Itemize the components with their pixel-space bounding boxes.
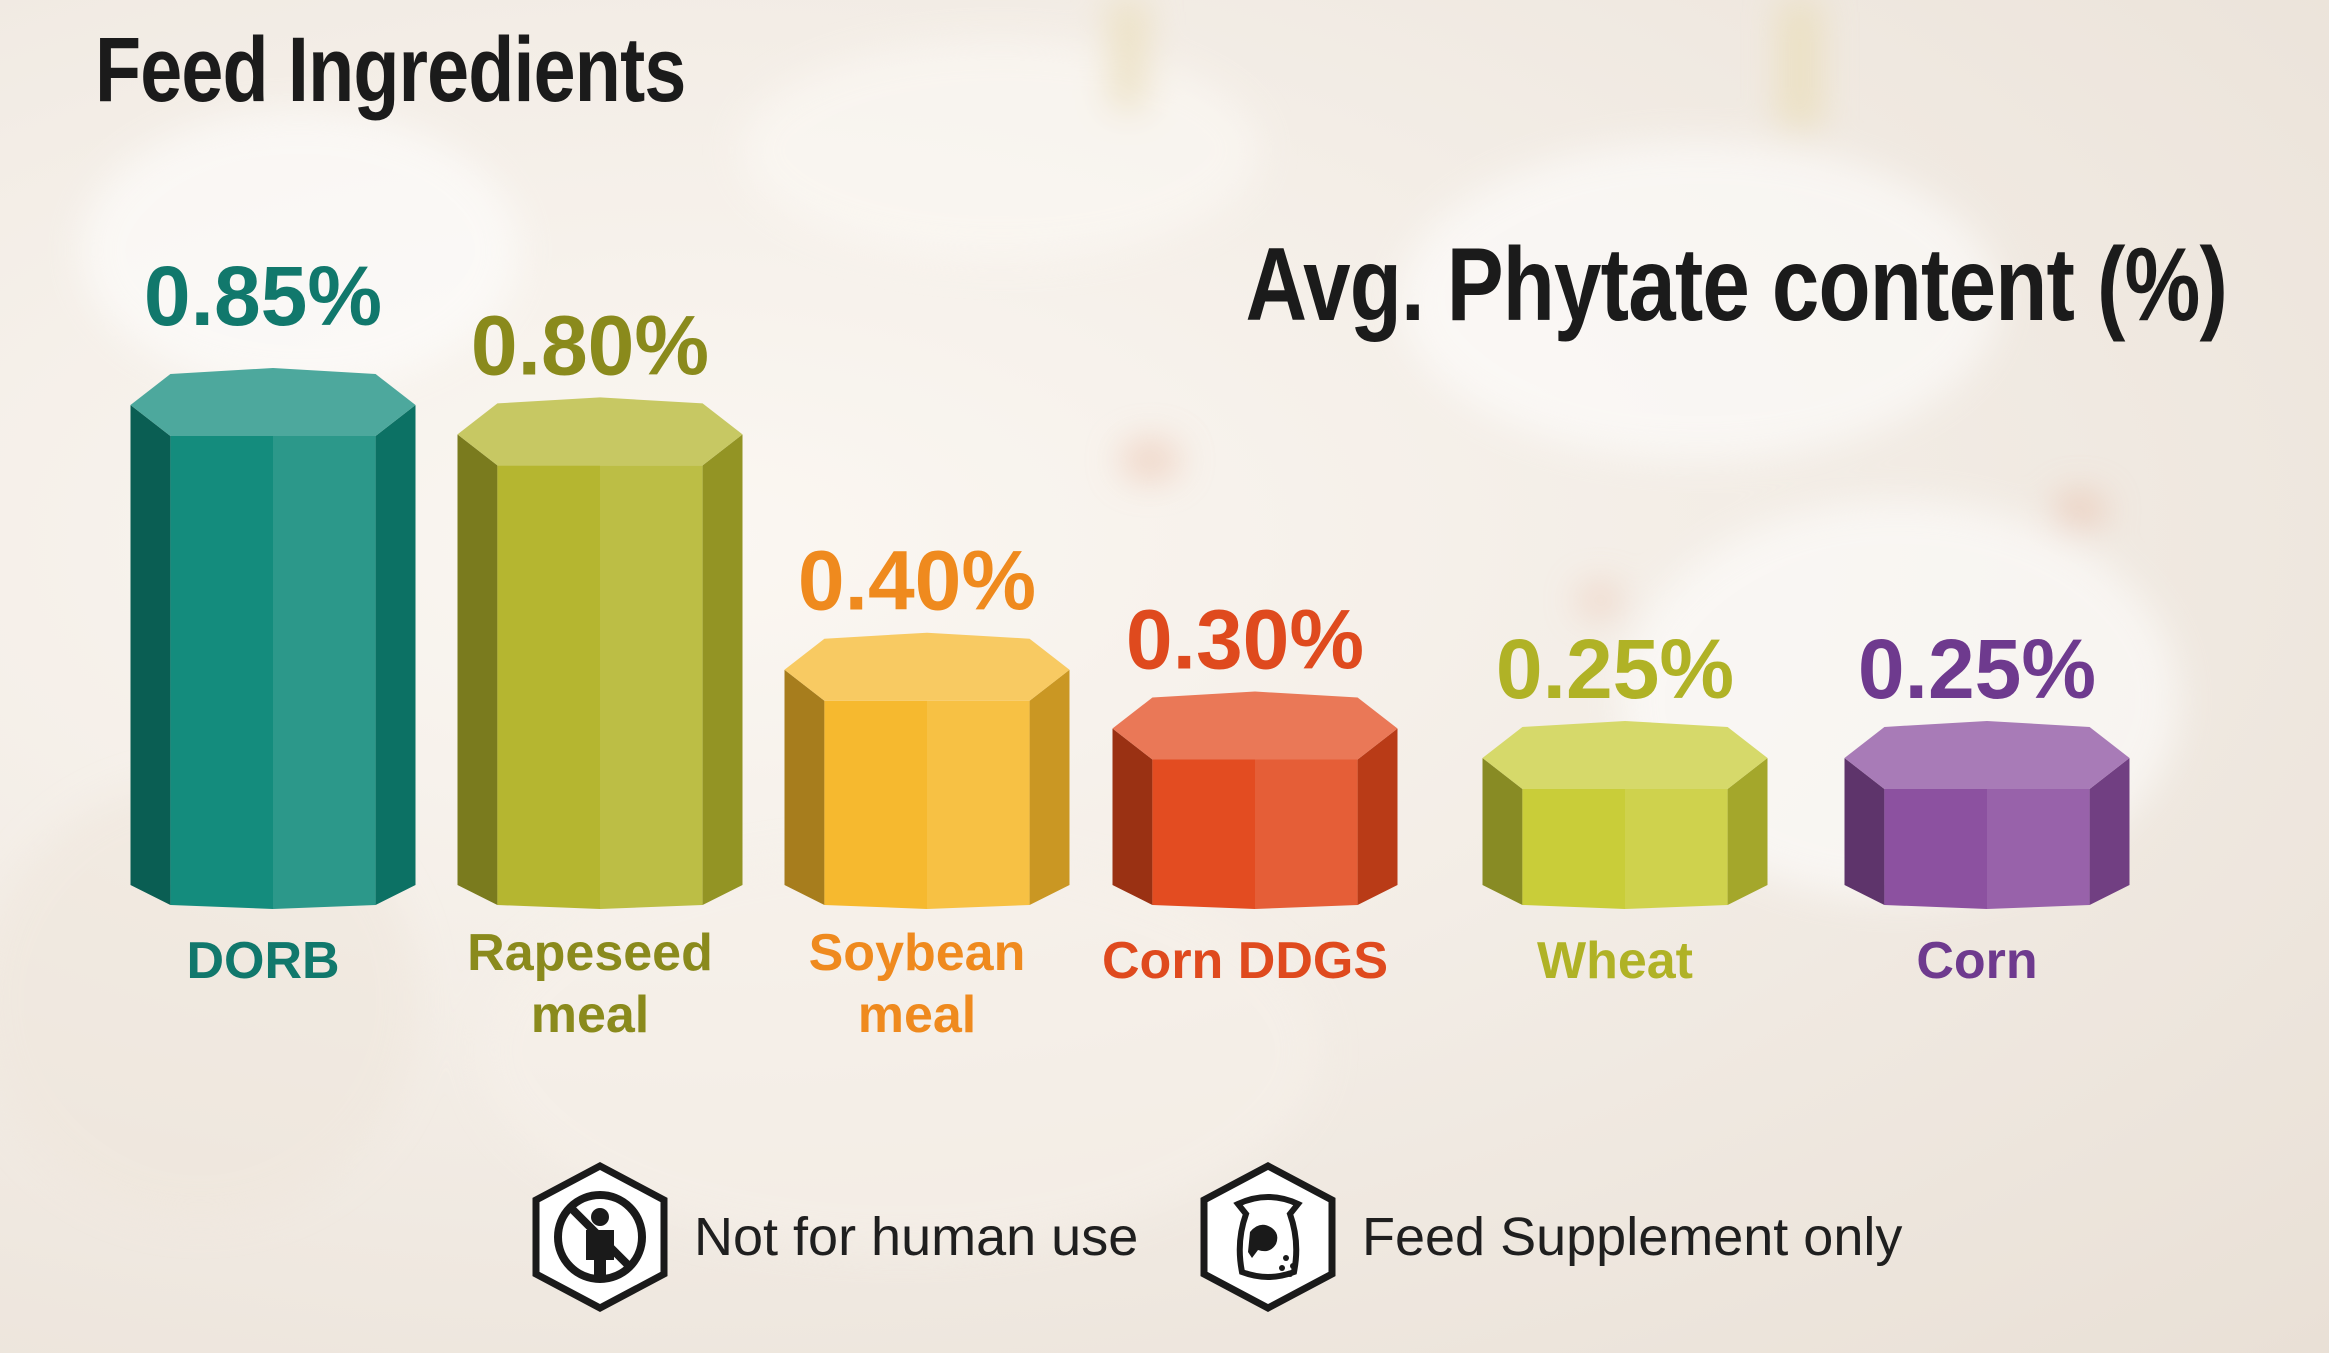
bar-dorb (130, 368, 416, 909)
value-label: 0.25% (1858, 622, 2096, 716)
legend-item-feed-supplement-only: Feed Supplement only (1198, 1162, 1902, 1312)
value-label: 0.30% (1126, 593, 1364, 687)
value-label: 0.40% (798, 534, 1036, 628)
category-label: DORB (186, 932, 339, 990)
category-label: Corn DDGS (1102, 932, 1388, 990)
bar-corn (1844, 720, 2130, 909)
value-label: 0.85% (144, 249, 382, 343)
legend-label: Not for human use (694, 1207, 1139, 1267)
feed-bag-icon (1200, 1162, 1336, 1312)
value-label: 0.25% (1496, 622, 1734, 716)
value-label: 0.80% (471, 298, 709, 392)
category-label: Soybean meal (809, 924, 1026, 1044)
bar-soybean-meal (784, 632, 1070, 909)
bar-corn-ddgs (1112, 691, 1398, 909)
no-human-icon (532, 1162, 668, 1312)
category-label: Corn (1916, 932, 2037, 990)
legend-item-not-for-human-use: Not for human use (530, 1162, 1138, 1312)
chart-subtitle: Avg. Phytate content (%) (1245, 227, 2227, 343)
bar-wheat (1482, 720, 1768, 909)
category-label: Rapeseed meal (467, 924, 713, 1044)
bar-rapeseed-meal (457, 397, 743, 909)
legend-label: Feed Supplement only (1362, 1207, 1903, 1267)
page-title: Feed Ingredients (95, 19, 686, 121)
category-label: Wheat (1537, 932, 1693, 990)
